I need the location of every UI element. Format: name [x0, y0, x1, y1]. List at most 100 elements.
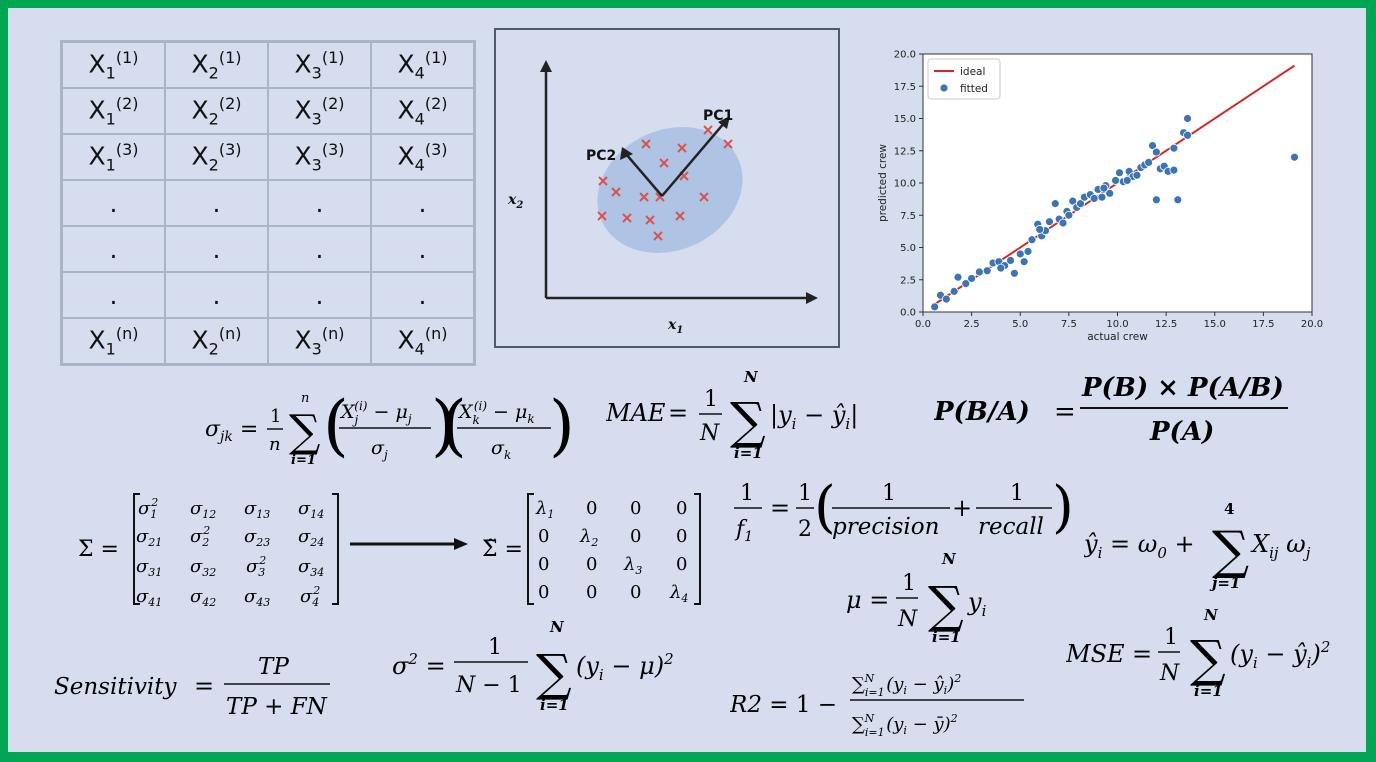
svg-text:(: ( [814, 475, 836, 540]
svg-text:∑: ∑ [1190, 630, 1226, 688]
svg-text:Σ̃ =: Σ̃ = [482, 537, 523, 562]
svg-text:precision: precision [832, 514, 939, 540]
covariance-formula-svg: σjk = 1 n ∑ n i=1 ( Xj(i) − μj σj ) ( Xk… [205, 387, 575, 468]
r2-formula-svg: R2 = 1 − ∑i=1N (yi − ŷi)2 ∑i=1N (yi − ȳ)… [729, 672, 1024, 739]
svg-text:P(B) × P(A/B): P(B) × P(A/B) [1081, 373, 1284, 403]
data-matrix-cell: X4(3) [370, 133, 476, 181]
pca-diagram: PC1 PC2 x1 x2 [494, 28, 840, 348]
svg-text:λ2: λ2 [579, 526, 598, 549]
svg-text:∑i=1N(yi − ŷi)2: ∑i=1N (yi − ŷi)2 [852, 672, 961, 699]
svg-text:∑i=1N(yi − ȳ)2: ∑i=1N (yi − ȳ)2 [852, 712, 958, 739]
pca-point-marker [598, 176, 608, 186]
svg-text:(: ( [323, 387, 349, 464]
variance-formula: σ2 = 1 N − 1 ∑ N i=1 (yi − μ)2 [392, 618, 692, 722]
svg-text:σ34: σ34 [298, 556, 324, 579]
svg-text:N: N [1159, 661, 1180, 686]
data-matrix-cell: . [60, 271, 166, 319]
svg-text:1: 1 [488, 635, 502, 660]
svg-text:N − 1: N − 1 [455, 673, 522, 698]
y-tick-label: 15.0 [894, 114, 916, 125]
fitted-point [967, 274, 977, 283]
diagonal-matrix: Σ̃ = λ1 0 0 0 0 λ2 0 0 0 0 λ3 0 0 0 0 λ4 [482, 490, 712, 614]
fitted-point [1023, 246, 1033, 256]
svg-text:σ12: σ12 [190, 498, 216, 521]
svg-text:σ12: σ12 [138, 496, 158, 521]
data-matrix-row: X1(2) X2(2) X3(2) X4(2) [60, 87, 476, 135]
data-matrix-cell: X2(3) [164, 133, 269, 181]
pc1-arrowhead [718, 116, 730, 129]
pca-point-marker [675, 211, 685, 221]
x-tick-label: 17.5 [1252, 319, 1274, 330]
svg-text:σ22: σ22 [190, 524, 210, 549]
data-matrix-cell: X3(2) [267, 87, 372, 135]
mae-formula-svg: MAE = 1 N ∑ N i=1 |yi − ŷi| [605, 368, 858, 462]
mean-formula-svg: μ = 1 N ∑ N i=1 yi [846, 550, 987, 646]
svg-text:σ41: σ41 [136, 586, 162, 609]
sensitivity-formula: Sensitivity = TP TP + FN [54, 648, 344, 728]
f1-formula-svg: 1 f1 = 1 2 ( 1 precision + 1 recall ) [734, 475, 1074, 545]
data-matrix-cell: . [267, 225, 372, 273]
r2-formula: R2 = 1 − ∑i=1N (yi − ŷi)2 ∑i=1N (yi − ȳ)… [729, 660, 1030, 754]
pca-point-marker [677, 143, 687, 153]
data-matrix-cell: . [370, 271, 476, 319]
data-matrix-cell: X2(2) [164, 87, 269, 135]
pc1-arrow [661, 121, 726, 197]
data-matrix-cell: X4(1) [370, 40, 476, 89]
svg-text:1: 1 [1010, 481, 1024, 506]
svg-text:i=1: i=1 [540, 696, 569, 714]
variance-formula-svg: σ2 = 1 N − 1 ∑ N i=1 (yi − μ)2 [392, 618, 674, 714]
mean-formula: μ = 1 N ∑ N i=1 yi [846, 548, 1006, 652]
svg-text:0: 0 [538, 526, 549, 547]
linear-model-formula: ŷi = ω0 + ∑ 4 j=1 Xij ωj [1083, 496, 1334, 600]
data-matrix-cell: X1(1) [60, 40, 166, 89]
diagonal-matrix-svg: Σ̃ = λ1 0 0 0 0 λ2 0 0 0 0 λ3 0 0 0 0 λ4 [482, 493, 701, 605]
fitted-point [961, 279, 971, 289]
data-matrix-cell: X2(1) [164, 40, 269, 89]
fitted-point [1183, 114, 1192, 123]
data-matrix-cell: . [164, 271, 269, 319]
fitted-point [1115, 168, 1124, 178]
svg-text:0: 0 [538, 582, 549, 603]
svg-text:TP + FN: TP + FN [226, 694, 328, 720]
svg-text:2: 2 [798, 517, 812, 542]
svg-text:0: 0 [676, 554, 687, 575]
data-matrix-cell: . [164, 179, 269, 227]
y-axis-label: predicted crew [877, 144, 889, 222]
fitted-point [930, 302, 940, 312]
svg-text:σ21: σ21 [136, 526, 162, 549]
x-tick-label: 20.0 [1301, 319, 1323, 330]
pca-point-marker [597, 211, 607, 221]
fitted-point [1045, 217, 1054, 227]
fitted-point [1132, 170, 1142, 180]
svg-text:i=1: i=1 [734, 444, 763, 462]
svg-text:yi: yi [967, 588, 987, 620]
fitted-point [1144, 157, 1154, 167]
svg-text:recall: recall [978, 514, 1044, 540]
svg-text:1: 1 [882, 481, 896, 506]
bayes-formula: P(B/A) = P(B) × P(A/B) P(A) [933, 368, 1304, 462]
svg-text:MAE: MAE [606, 399, 666, 427]
data-matrix-cell: . [267, 271, 372, 319]
pca-point-marker [653, 231, 663, 241]
pca-point-marker [639, 192, 649, 202]
fitted-point [949, 286, 959, 296]
svg-text:0: 0 [586, 498, 597, 519]
pc2-arrow [625, 153, 663, 197]
svg-text:λ3: λ3 [623, 554, 642, 577]
svg-text:0: 0 [676, 498, 687, 519]
fitted-point [1151, 147, 1161, 157]
svg-text:=: = [668, 399, 688, 427]
f1-formula: 1 f1 = 1 2 ( 1 precision + 1 recall ) [734, 470, 1074, 554]
fitted-point [1169, 165, 1179, 175]
data-matrix-cell: X3(1) [267, 40, 372, 89]
pca-point-marker [659, 158, 669, 168]
svg-text:σ23: σ23 [244, 526, 270, 549]
data-matrix-cell: X4(n) [370, 317, 476, 366]
svg-text:σ2 =: σ2 = [392, 650, 446, 680]
x-tick-label: 2.5 [964, 319, 980, 330]
svg-text:N: N [743, 368, 759, 386]
svg-text:σk: σk [491, 437, 511, 462]
svg-text:ŷi = ω0 +: ŷi = ω0 + [1084, 530, 1195, 562]
svg-text:σ13: σ13 [244, 498, 270, 521]
svg-text:0: 0 [586, 554, 597, 575]
